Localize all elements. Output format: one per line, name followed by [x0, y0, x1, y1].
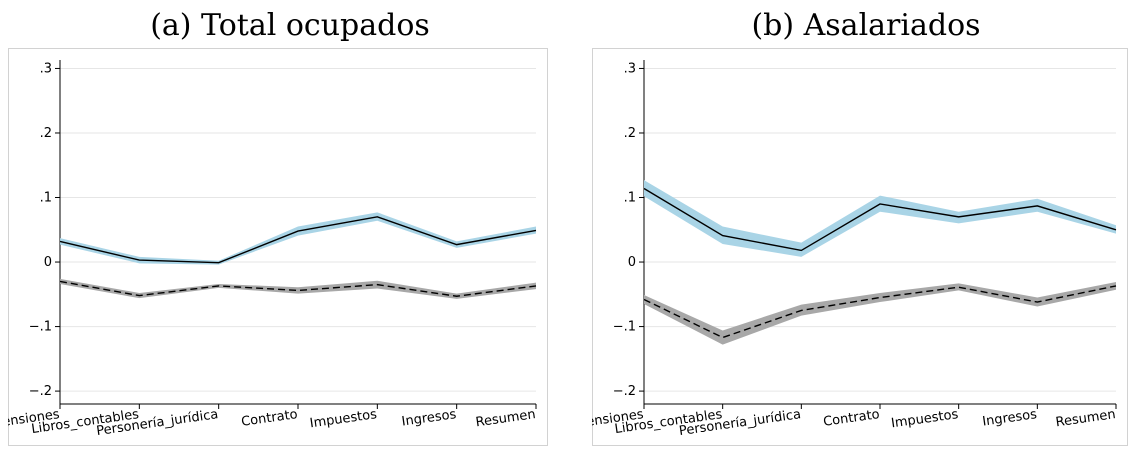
y-tick-label: .2 [624, 126, 636, 141]
confidence-band-series-2 [60, 278, 536, 299]
y-tick-label: 0 [628, 255, 636, 270]
panel-a-title: (a) Total ocupados [150, 8, 430, 43]
confidence-band-series-2 [644, 282, 1116, 345]
y-tick-label: −.2 [29, 384, 52, 399]
y-tick-label: .3 [624, 61, 636, 76]
chart-total-ocupados: .3.2.10−.1−.2PensionesLibros_contablesPe… [8, 48, 548, 446]
panel-b-title: (b) Asalariados [751, 8, 981, 43]
y-tick-label: −.2 [613, 384, 636, 399]
y-tick-label: .2 [40, 126, 52, 141]
y-tick-label: .1 [40, 191, 52, 206]
confidence-band-series-1 [644, 180, 1116, 257]
y-tick-label: .3 [40, 61, 52, 76]
y-tick-label: −.1 [613, 320, 636, 335]
plot-frame [592, 48, 1128, 446]
chart-asalariados: .3.2.10−.1−.2PensionesLibros_contablesPe… [592, 48, 1128, 446]
y-tick-label: −.1 [29, 320, 52, 335]
y-tick-label: 0 [44, 255, 52, 270]
y-tick-label: .1 [624, 191, 636, 206]
